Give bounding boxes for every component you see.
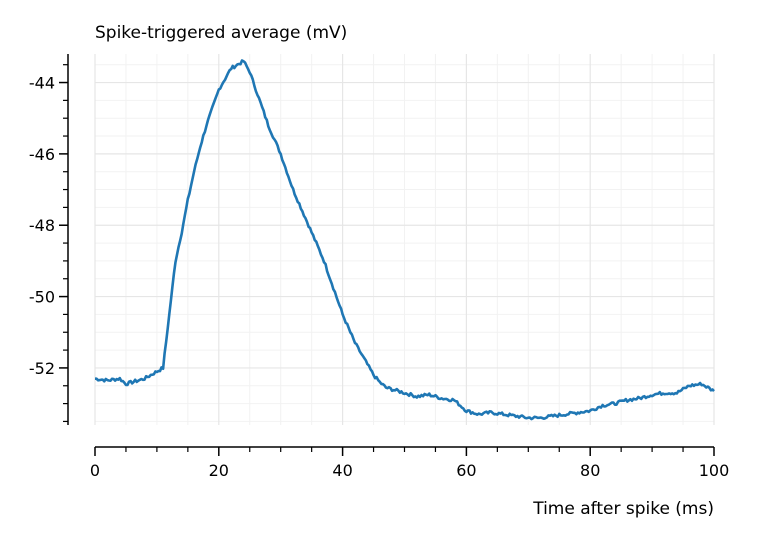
x-tick-label: 100	[699, 461, 730, 480]
x-tick-label: 60	[456, 461, 476, 480]
y-tick-label: -50	[29, 288, 55, 307]
x-tick-label: 40	[332, 461, 352, 480]
x-tick-label: 80	[580, 461, 600, 480]
x-tick-label: 0	[90, 461, 100, 480]
x-axis: 0 20 40 60 80 100	[90, 446, 730, 480]
grid-minor	[95, 54, 714, 425]
chart-title: Spike-triggered average (mV)	[95, 23, 347, 43]
series-line	[95, 59, 715, 421]
y-tick-label: -44	[29, 74, 55, 93]
x-axis-title: Time after spike (ms)	[532, 499, 714, 519]
y-tick-label: -46	[29, 145, 55, 164]
y-tick-label: -52	[29, 359, 55, 378]
y-tick-label: -48	[29, 216, 55, 235]
series-layer	[95, 59, 715, 421]
y-axis: -44 -46 -48 -50 -52	[29, 54, 69, 425]
x-tick-label: 20	[209, 461, 229, 480]
grid-major	[94, 54, 715, 425]
